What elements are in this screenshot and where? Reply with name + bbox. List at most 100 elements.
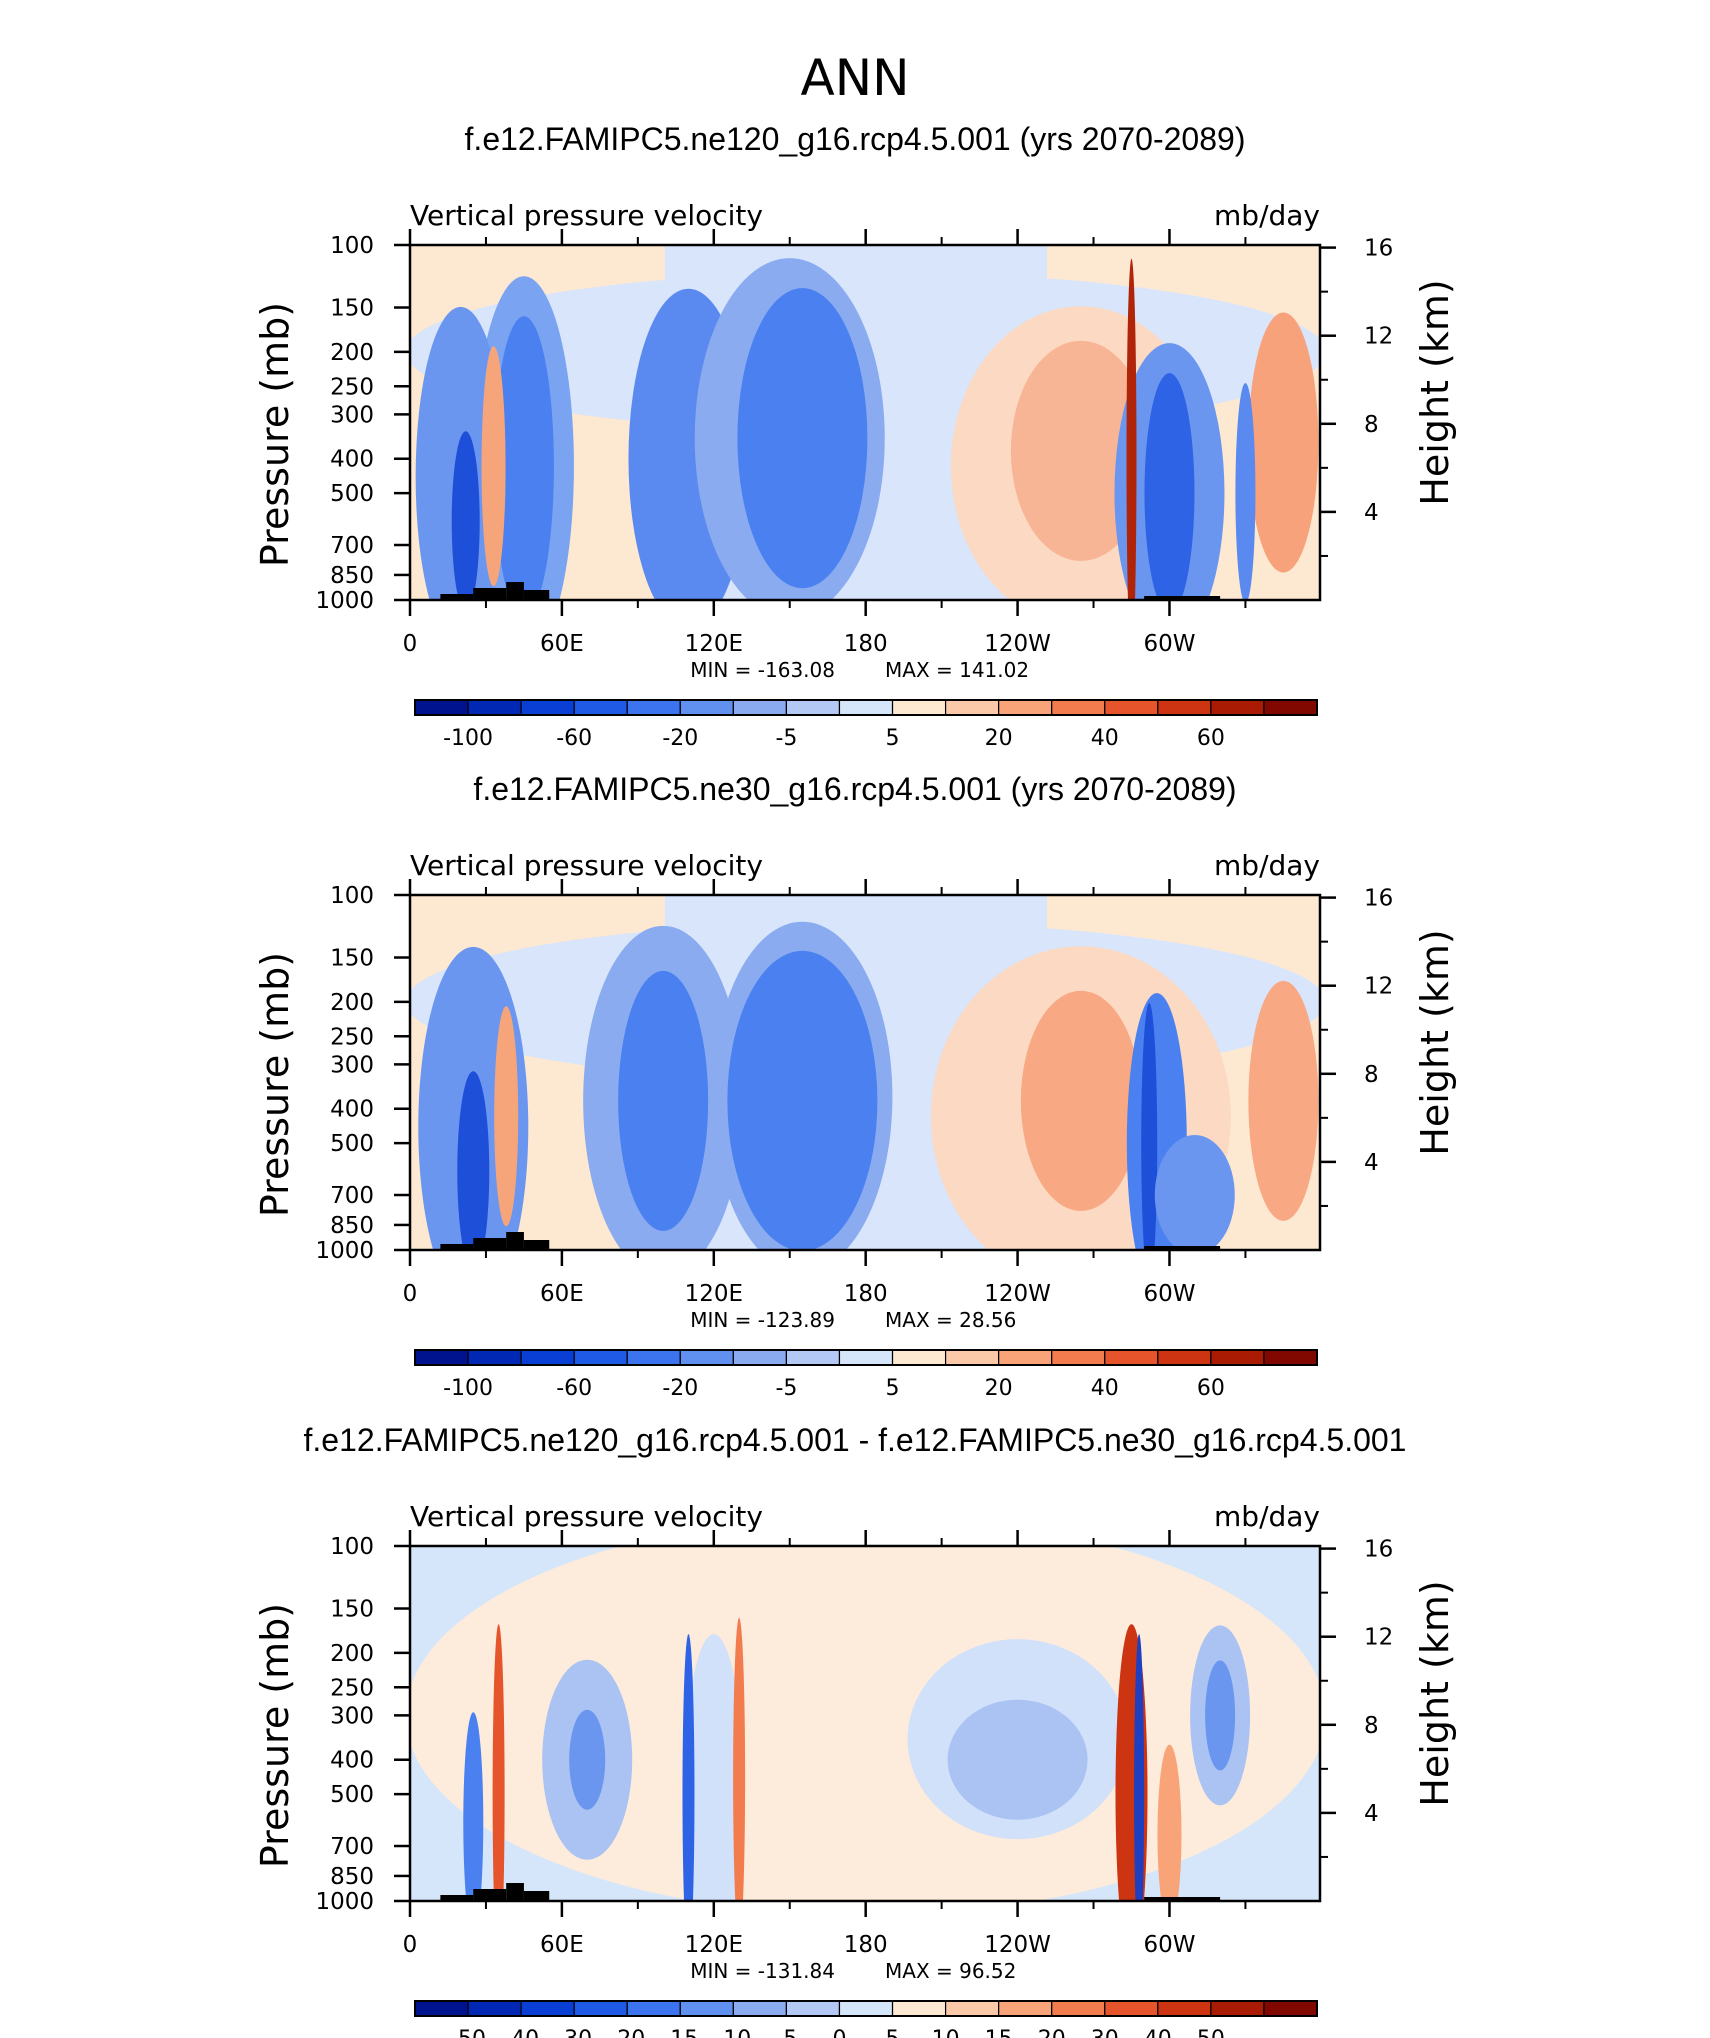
- colorbar-label: -60: [556, 726, 592, 751]
- x-tick-label: 60E: [540, 1932, 584, 1958]
- colorbar-label: 20: [985, 726, 1013, 751]
- x-tick-label: 120E: [685, 1932, 743, 1958]
- colorbar-swatch: [414, 699, 469, 716]
- min-stat: MIN = -123.89: [690, 1308, 835, 1332]
- y-tick-label: 250: [330, 1024, 374, 1050]
- y-axis-title: Pressure (mb): [253, 302, 297, 567]
- y-tick-label: 850: [330, 563, 374, 589]
- y2-tick-label: 4: [1364, 1801, 1379, 1827]
- y-tick-label: 200: [330, 340, 374, 366]
- y-axis-title: Pressure (mb): [253, 952, 297, 1217]
- colorbar-frame: [414, 1349, 1318, 1366]
- x-tick-label: 0: [403, 1932, 418, 1958]
- y-axis-title: Pressure (mb): [253, 1603, 297, 1868]
- colorbar-swatch: [998, 2000, 1053, 2017]
- contour-region: [1144, 373, 1195, 600]
- y2-tick-label: 8: [1364, 412, 1379, 438]
- colorbar-swatch: [573, 699, 628, 716]
- colorbar-swatch: [573, 2000, 628, 2017]
- colorbar-label: 5: [886, 2027, 900, 2038]
- topography: [440, 1244, 474, 1250]
- colorbar-swatch: [679, 699, 734, 716]
- colorbar-label: -50: [450, 2027, 486, 2038]
- contour-region: [1248, 980, 1319, 1221]
- contour-region: [481, 346, 506, 587]
- colorbar-swatch: [1104, 1349, 1159, 1366]
- colorbar-swatch: [1263, 1349, 1318, 1366]
- colorbar-swatch: [944, 1349, 1000, 1366]
- y-tick-label: 850: [330, 1213, 374, 1239]
- contour-region: [733, 1617, 746, 1901]
- x-tick-label: 0: [403, 1281, 418, 1307]
- y-tick-label: 150: [330, 1597, 374, 1623]
- min-stat: MIN = -163.08: [690, 658, 835, 682]
- topography: [473, 588, 507, 600]
- topography: [523, 1891, 550, 1901]
- topography: [506, 1883, 524, 1901]
- y-tick-label: 400: [330, 1097, 374, 1123]
- y-tick-label: 250: [330, 374, 374, 400]
- colorbar-swatch: [520, 699, 575, 716]
- y-tick-label: 400: [330, 447, 374, 473]
- colorbar-swatch: [467, 1349, 522, 1366]
- panel-title: f.e12.FAMIPC5.ne120_g16.rcp4.5.001 (yrs …: [465, 121, 1246, 157]
- y2-tick-label: 16: [1364, 236, 1393, 262]
- colorbar-frame: [414, 699, 1318, 716]
- y2-axis-title: Height (km): [1413, 929, 1457, 1155]
- colorbar-swatch: [1210, 699, 1265, 716]
- colorbar-label: -40: [503, 2027, 539, 2038]
- colorbar-swatch: [732, 2000, 788, 2017]
- units-label: mb/day: [1214, 1500, 1320, 1533]
- panel-title: f.e12.FAMIPC5.ne30_g16.rcp4.5.001 (yrs 2…: [473, 771, 1236, 807]
- colorbar-label: 40: [1144, 2027, 1172, 2038]
- colorbar-swatch: [732, 1349, 788, 1366]
- y-tick-label: 850: [330, 1864, 374, 1890]
- y-tick-label: 300: [330, 1052, 374, 1078]
- contour-region: [683, 1634, 744, 1901]
- colorbar-swatch: [1051, 1349, 1106, 1366]
- colorbar-swatch: [467, 2000, 522, 2017]
- colorbar-swatch: [520, 2000, 575, 2017]
- contour-region: [1205, 1660, 1236, 1771]
- variable-label: Vertical pressure velocity: [410, 199, 763, 232]
- max-stat: MAX = 141.02: [885, 658, 1029, 682]
- contour-region: [1235, 383, 1256, 600]
- colorbar-label: -100: [443, 1376, 493, 1401]
- topography: [506, 582, 524, 600]
- contour-region: [410, 1546, 1320, 1901]
- contour-region: [463, 1712, 484, 1901]
- units-label: mb/day: [1214, 849, 1320, 882]
- y-tick-label: 200: [330, 990, 374, 1016]
- topography: [440, 1895, 474, 1901]
- topography: [440, 594, 474, 600]
- x-tick-label: 180: [844, 1932, 888, 1958]
- x-tick-label: 60W: [1143, 1281, 1195, 1307]
- contour-region: [1141, 1003, 1158, 1250]
- y-tick-label: 150: [330, 946, 374, 972]
- colorbar-swatch: [998, 699, 1053, 716]
- y2-tick-label: 8: [1364, 1062, 1379, 1088]
- colorbar-swatch: [785, 699, 841, 716]
- y-tick-label: 700: [330, 1183, 374, 1209]
- figure-title: ANN: [800, 49, 909, 107]
- x-tick-label: 60W: [1143, 1932, 1195, 1958]
- colorbar-label: -100: [443, 726, 493, 751]
- colorbar-swatch: [1051, 699, 1106, 716]
- contour-region: [569, 1709, 606, 1810]
- x-tick-label: 120W: [984, 631, 1051, 657]
- max-stat: MAX = 96.52: [885, 1959, 1016, 1983]
- y2-tick-label: 16: [1364, 1537, 1393, 1563]
- topography: [473, 1238, 507, 1250]
- colorbar-label: 10: [932, 2027, 960, 2038]
- panel-1: f.e12.FAMIPC5.ne120_g16.rcp4.5.001 (yrs …: [253, 121, 1457, 751]
- contour-region: [1134, 1634, 1145, 1901]
- colorbar-swatch: [520, 1349, 575, 1366]
- topography: [523, 590, 550, 600]
- colorbar-swatch: [626, 2000, 681, 2017]
- y-tick-label: 150: [330, 296, 374, 322]
- topography: [523, 1240, 550, 1250]
- topography: [1144, 1246, 1221, 1250]
- contour-region: [618, 970, 709, 1231]
- colorbar-swatch: [467, 699, 522, 716]
- colorbar-label: -20: [609, 2027, 645, 2038]
